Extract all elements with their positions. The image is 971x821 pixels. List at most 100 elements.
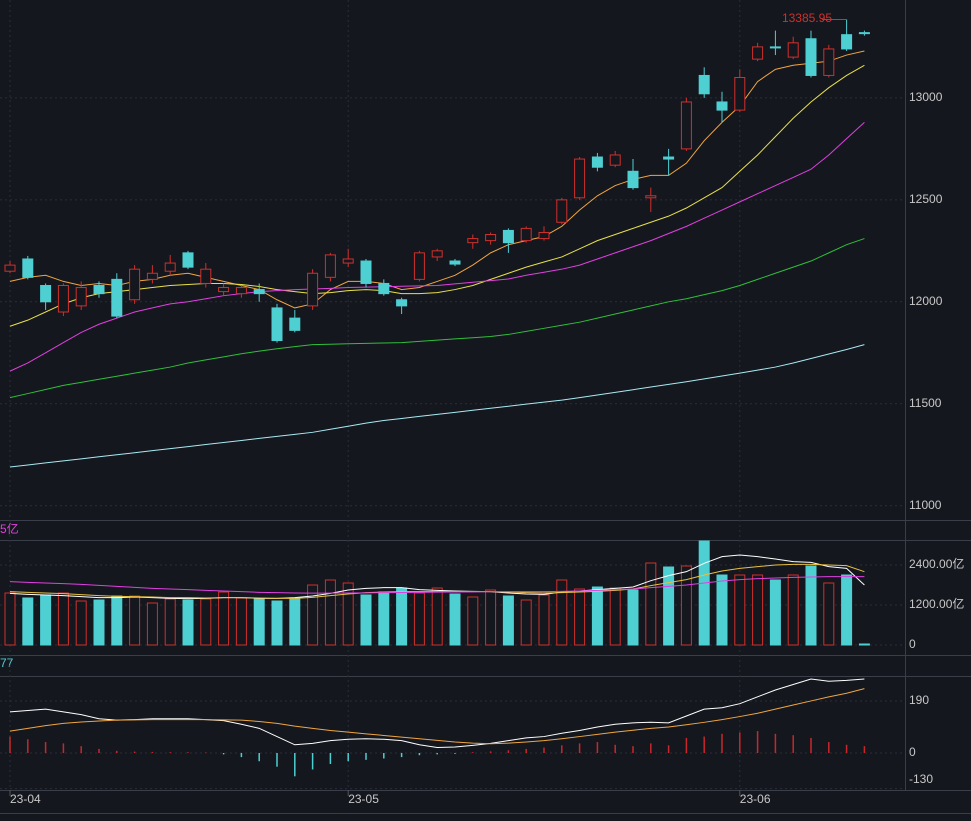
candle-body: [716, 101, 728, 111]
candle-body: [752, 46, 764, 60]
volume-bar: [645, 562, 657, 646]
volume-bar: [485, 589, 497, 646]
volume-bar: [218, 591, 230, 646]
y-tick-label: 12000: [909, 294, 943, 308]
candle-body: [307, 272, 319, 307]
volume-bar: [146, 602, 158, 646]
candle-body: [253, 289, 265, 295]
candle-body: [485, 234, 497, 242]
y-tick-label: 11000: [909, 498, 942, 512]
volume-bar: [663, 566, 675, 646]
volume-bar: [841, 574, 853, 646]
volume-bar: [858, 643, 870, 646]
y-tick-label: 0: [909, 745, 916, 759]
volume-label: 5亿: [0, 521, 19, 536]
candle-body: [645, 195, 657, 199]
high-annotation: 13385.95: [782, 11, 832, 25]
candle-body: [841, 34, 853, 50]
candle-body: [431, 250, 443, 258]
candle-body: [200, 268, 212, 284]
candle-body: [449, 260, 461, 265]
candle-body: [271, 307, 283, 342]
candle-body: [289, 317, 301, 331]
volume-bar: [93, 599, 105, 646]
average-line: [9, 121, 865, 372]
volume-bar: [431, 587, 443, 646]
candle-body: [698, 74, 710, 95]
candle-body: [360, 260, 372, 284]
x-tick-label: 23-04: [10, 792, 41, 806]
average-line: [9, 554, 865, 600]
candle-body: [164, 262, 176, 272]
candle-body: [627, 170, 639, 189]
average-line: [9, 238, 865, 399]
volume-bar: [574, 588, 586, 646]
volume-bar: [360, 594, 372, 646]
volume-bar: [502, 595, 514, 646]
volume-bar: [342, 582, 354, 646]
candle-body: [680, 101, 692, 150]
candle-body: [574, 158, 586, 199]
volume-bar: [22, 597, 34, 646]
candle-body: [4, 264, 16, 272]
volume-bar: [787, 574, 799, 646]
candle-body: [734, 76, 746, 111]
volume-bar: [75, 600, 87, 646]
volume-bar: [467, 596, 479, 646]
candle-body: [146, 272, 158, 280]
candle-body: [413, 252, 425, 280]
volume-bar: [805, 565, 817, 646]
volume-bar: [752, 574, 764, 646]
volume-bar: [680, 565, 692, 646]
candle-body: [57, 284, 69, 313]
volume-bar: [324, 579, 336, 646]
volume-bar: [538, 594, 550, 646]
volume-bar: [520, 599, 532, 646]
x-tick-label: 23-06: [740, 792, 771, 806]
volume-bar: [182, 599, 194, 646]
volume-bar: [200, 598, 212, 646]
volume-bar: [271, 600, 283, 646]
volume-bar: [716, 574, 728, 646]
y-tick-label: 2400.00亿: [909, 556, 964, 571]
volume-bar: [413, 592, 425, 646]
volume-bar: [307, 584, 319, 646]
volume-bar: [253, 598, 265, 646]
x-tick-label: 23-05: [348, 792, 379, 806]
candle-body: [75, 287, 87, 307]
average-line: [9, 576, 865, 594]
y-tick-label: 0: [909, 637, 916, 651]
volume-bar: [556, 579, 568, 646]
candle-body: [769, 46, 781, 49]
candle-body: [538, 231, 550, 240]
volume-bar: [4, 592, 16, 646]
average-line: [9, 688, 865, 745]
candle-body: [787, 42, 799, 58]
candle-body: [22, 258, 34, 278]
average-line: [9, 344, 865, 468]
volume-bar: [235, 597, 247, 646]
candle-body: [218, 287, 230, 293]
candle-body: [396, 299, 408, 307]
volume-bar: [111, 595, 123, 646]
volume-bar: [396, 587, 408, 646]
candle-body: [235, 287, 247, 295]
candle-body: [805, 38, 817, 76]
y-tick-label: 11500: [909, 396, 942, 410]
candle-body: [467, 238, 479, 244]
candle-body: [858, 32, 870, 35]
y-tick-label: 12500: [909, 192, 943, 206]
candle-body: [502, 229, 514, 244]
candle-body: [93, 284, 105, 295]
volume-bar: [591, 586, 603, 646]
candle-body: [823, 48, 835, 76]
candle-body: [182, 252, 194, 268]
candle-body: [520, 227, 532, 242]
candle-body: [342, 258, 354, 264]
volume-bar: [449, 593, 461, 646]
candle-body: [663, 156, 675, 160]
candle-body: [111, 278, 123, 317]
